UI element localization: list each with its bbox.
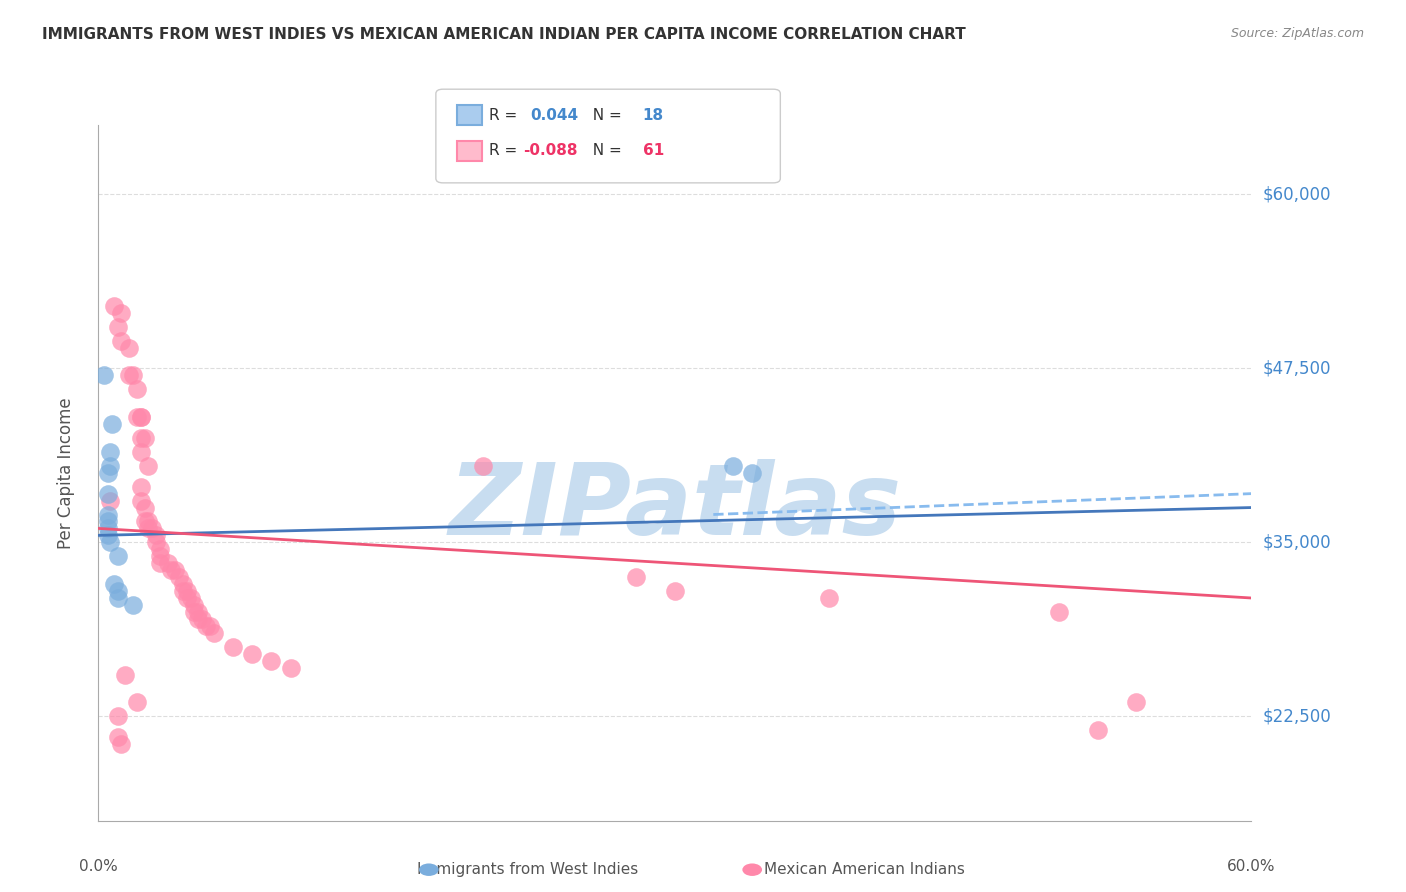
Point — [664, 584, 686, 599]
Point — [103, 577, 125, 591]
Point — [260, 654, 283, 668]
Point — [125, 695, 148, 709]
Text: Mexican American Indians: Mexican American Indians — [765, 863, 965, 877]
Point — [97, 466, 120, 480]
Text: N =: N = — [583, 109, 627, 123]
Point — [280, 660, 302, 674]
Text: 0.0%: 0.0% — [79, 859, 118, 874]
Point — [183, 598, 205, 612]
Point — [110, 737, 132, 751]
Point — [129, 431, 152, 445]
Text: 0.044: 0.044 — [530, 109, 578, 123]
Point — [172, 577, 194, 591]
Point — [97, 515, 120, 529]
Point — [183, 605, 205, 619]
Point — [222, 640, 245, 654]
Text: N =: N = — [583, 144, 627, 158]
Text: 18: 18 — [643, 109, 664, 123]
Point — [129, 480, 152, 494]
Text: Immigrants from West Indies: Immigrants from West Indies — [416, 863, 638, 877]
Point — [180, 591, 202, 605]
Text: R =: R = — [489, 109, 527, 123]
Y-axis label: Per Capita Income: Per Capita Income — [56, 397, 75, 549]
Point — [721, 458, 744, 473]
Point — [1047, 605, 1070, 619]
Point — [165, 563, 187, 577]
Point — [176, 584, 198, 599]
Point — [98, 458, 121, 473]
Point — [98, 445, 121, 459]
Point — [149, 542, 172, 557]
Text: IMMIGRANTS FROM WEST INDIES VS MEXICAN AMERICAN INDIAN PER CAPITA INCOME CORRELA: IMMIGRANTS FROM WEST INDIES VS MEXICAN A… — [42, 27, 966, 42]
Point — [198, 619, 221, 633]
Point — [122, 598, 145, 612]
Text: -0.088: -0.088 — [523, 144, 578, 158]
Point — [172, 584, 194, 599]
Point — [107, 591, 129, 605]
Point — [138, 515, 160, 529]
Point — [103, 299, 125, 313]
Point — [107, 549, 129, 564]
Point — [626, 570, 648, 584]
Point — [93, 368, 115, 383]
Point — [141, 521, 163, 535]
Point — [817, 591, 839, 605]
Point — [129, 410, 152, 425]
Point — [129, 445, 152, 459]
Point — [134, 431, 156, 445]
Point — [187, 605, 209, 619]
Point — [134, 500, 156, 515]
Point — [149, 556, 172, 570]
Point — [101, 417, 124, 431]
Point — [110, 306, 132, 320]
Text: 61: 61 — [643, 144, 664, 158]
Text: $60,000: $60,000 — [1263, 186, 1331, 203]
Point — [107, 709, 129, 723]
Point — [1087, 723, 1109, 738]
Point — [160, 563, 183, 577]
Point — [240, 647, 263, 661]
Point — [118, 368, 141, 383]
Point — [149, 549, 172, 564]
Point — [122, 368, 145, 383]
Point — [145, 528, 167, 542]
Point — [741, 466, 763, 480]
Point — [107, 730, 129, 744]
Point — [156, 556, 179, 570]
Point — [110, 334, 132, 348]
Point — [1125, 695, 1147, 709]
Point — [129, 410, 152, 425]
Point — [107, 319, 129, 334]
Point — [125, 410, 148, 425]
Point — [97, 528, 120, 542]
Text: R =: R = — [489, 144, 523, 158]
Point — [167, 570, 190, 584]
Point — [118, 341, 141, 355]
Point — [202, 625, 225, 640]
Point — [195, 619, 218, 633]
Point — [125, 382, 148, 396]
Text: Source: ZipAtlas.com: Source: ZipAtlas.com — [1230, 27, 1364, 40]
Point — [114, 667, 136, 681]
Point — [187, 612, 209, 626]
Point — [138, 458, 160, 473]
Text: $22,500: $22,500 — [1263, 707, 1331, 725]
Point — [191, 612, 214, 626]
Point — [471, 458, 494, 473]
Point — [97, 486, 120, 500]
Point — [98, 535, 121, 549]
Text: $47,500: $47,500 — [1263, 359, 1331, 377]
Point — [97, 508, 120, 522]
Point — [134, 515, 156, 529]
Text: ZIPatlas: ZIPatlas — [449, 459, 901, 556]
Point — [138, 521, 160, 535]
Point — [98, 493, 121, 508]
Point — [129, 493, 152, 508]
Point — [145, 535, 167, 549]
Text: 60.0%: 60.0% — [1227, 859, 1275, 874]
Point — [107, 584, 129, 599]
Text: $35,000: $35,000 — [1263, 533, 1331, 551]
Point — [97, 521, 120, 535]
Point — [176, 591, 198, 605]
